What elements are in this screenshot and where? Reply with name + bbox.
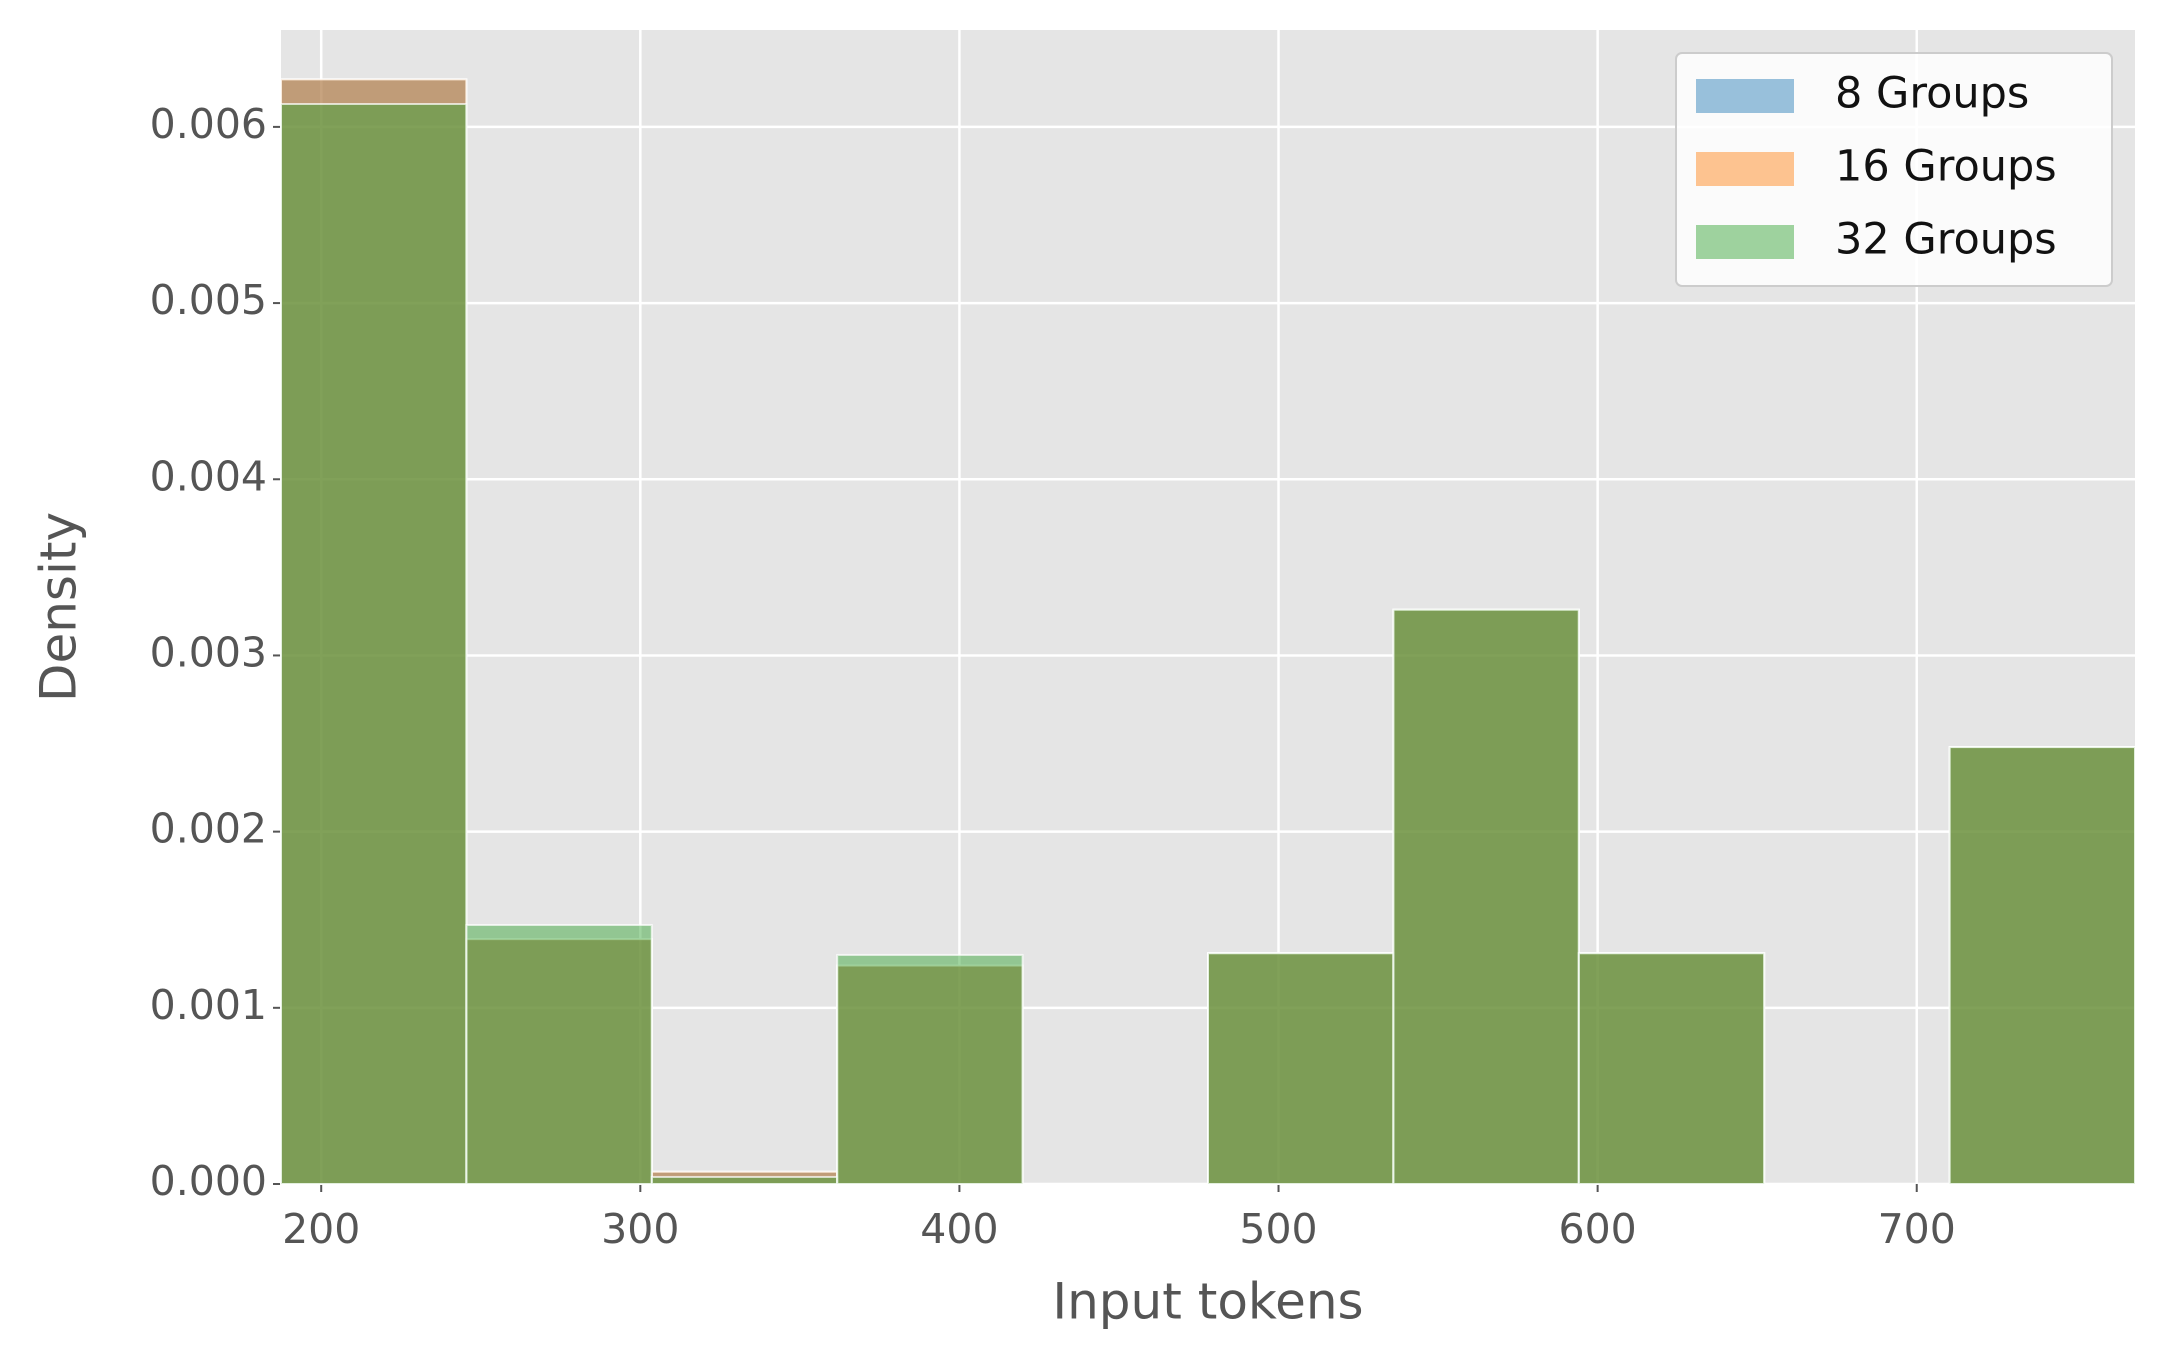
x-tick-label: 700 xyxy=(1878,1205,1956,1253)
bar xyxy=(836,953,1024,1186)
x-tick-label: 400 xyxy=(920,1205,998,1253)
y-tick-label: 0.005 xyxy=(150,276,267,324)
bar xyxy=(465,924,653,1185)
y-tick-label: 0.002 xyxy=(150,805,267,853)
bar xyxy=(1207,952,1395,1186)
legend-box xyxy=(1675,52,2113,287)
x-tick-label: 600 xyxy=(1558,1205,1636,1253)
y-tick-label: 0.004 xyxy=(150,452,267,500)
bar xyxy=(1392,608,1580,1185)
legend-label: 16 Groups xyxy=(1835,142,2057,192)
x-axis-label: Input tokens xyxy=(1052,1273,1363,1331)
y-tick-label: 0.000 xyxy=(150,1157,267,1205)
legend-label: 8 Groups xyxy=(1835,69,2029,119)
bar xyxy=(1948,746,2136,1186)
x-tick-label: 200 xyxy=(282,1205,360,1253)
y-tick-label: 0.001 xyxy=(150,981,267,1029)
x-tick-label: 500 xyxy=(1239,1205,1317,1253)
y-axis-label: Density xyxy=(30,512,88,702)
bar xyxy=(1577,952,1766,1186)
bar xyxy=(1207,952,1395,1186)
x-tick-label: 300 xyxy=(601,1205,679,1253)
bar xyxy=(650,1175,839,1185)
y-tick-label: 0.006 xyxy=(150,100,267,148)
bar xyxy=(1948,746,2136,1186)
legend-swatch xyxy=(1696,152,1794,186)
bar xyxy=(280,102,468,1185)
y-tick-label: 0.003 xyxy=(150,628,267,676)
legend-swatch xyxy=(1696,79,1794,113)
bar xyxy=(1577,952,1766,1186)
legend: 8 Groups 16 Groups 32 Groups xyxy=(1675,52,2113,287)
bar xyxy=(836,964,1024,1186)
bar xyxy=(1207,952,1395,1186)
legend-label: 32 Groups xyxy=(1835,215,2057,265)
legend-swatch xyxy=(1696,225,1794,259)
bar xyxy=(1577,952,1766,1186)
bar xyxy=(280,78,468,1185)
bar xyxy=(280,78,468,1185)
bar xyxy=(1392,608,1580,1185)
bar xyxy=(1392,608,1580,1185)
